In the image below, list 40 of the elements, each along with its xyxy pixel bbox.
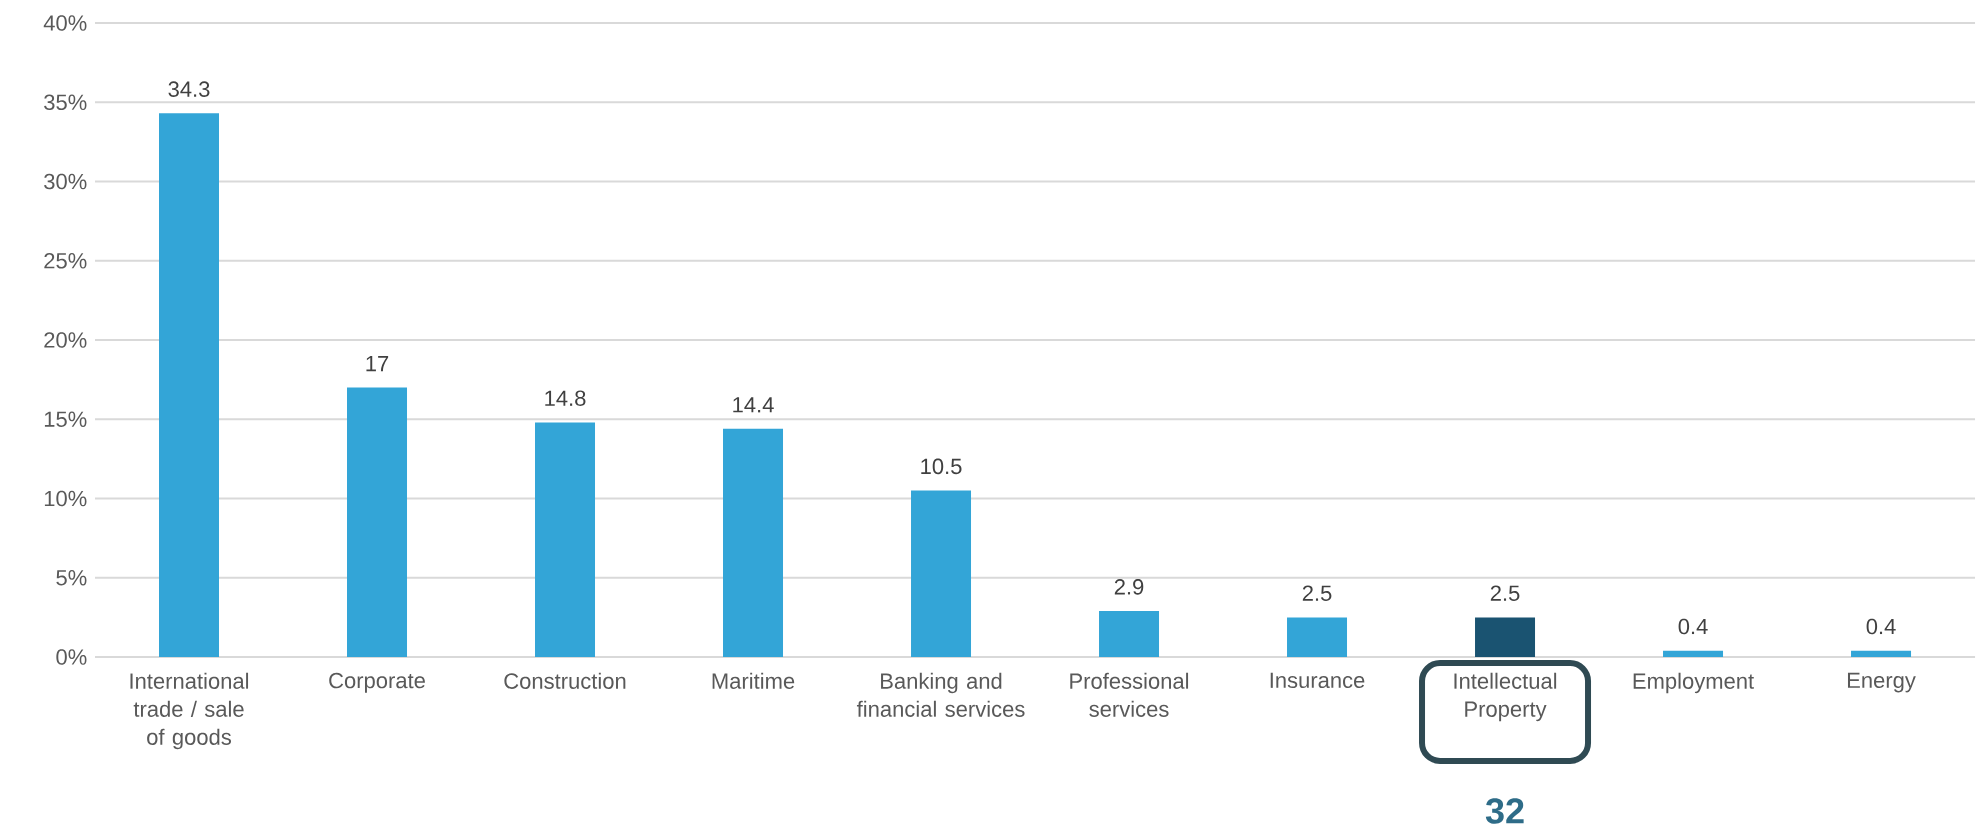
data-label: 10.5 [921,458,962,475]
y-tick-label: 35% [44,94,87,111]
x-tick-label: International trade / sale of goods [130,672,249,750]
data-label: 0.4 [1678,618,1708,635]
bar [1099,611,1160,657]
data-label: 17 [366,356,389,372]
x-tick-label: Energy [1847,672,1916,693]
data-label: 2.5 [1490,585,1520,601]
y-tick-label: 40% [43,15,87,31]
bar [1851,650,1912,657]
y-tick-label: 15% [44,411,87,427]
y-tick-label: 10% [44,490,87,507]
y-tick-label: 25% [44,252,87,269]
x-tick-label: Professional services [1070,672,1189,717]
bar [723,428,784,657]
x-tick-label: Maritime [712,672,795,689]
x-tick-label: Construction [504,672,626,689]
bar [1475,617,1536,657]
text: 32 [1485,798,1524,824]
y-tick-label: 20% [44,332,87,348]
data-label: 2.5 [1302,585,1332,601]
bar [159,113,219,657]
x-tick-label: Banking and financial services [856,672,1025,717]
bar [1663,650,1724,657]
bar [347,387,408,657]
bar [1287,617,1348,657]
bar [911,490,972,657]
data-label: 14.8 [545,390,586,407]
x-tick-label: Insurance [1270,672,1365,689]
data-label: 0.4 [1866,618,1896,635]
y-tick-label: 0% [56,649,87,665]
data-label: 14.4 [733,397,774,413]
x-tick-label: Employment [1633,672,1754,694]
data-label: 2.9 [1114,579,1144,595]
y-tick-label: 30% [44,173,87,190]
x-tick-label: Corporate [329,672,425,693]
y-tick-label: 5% [56,570,87,586]
bar [535,422,596,657]
x-tick-label: Intellectual Property [1454,672,1557,722]
data-label: 34.3 [168,81,210,97]
